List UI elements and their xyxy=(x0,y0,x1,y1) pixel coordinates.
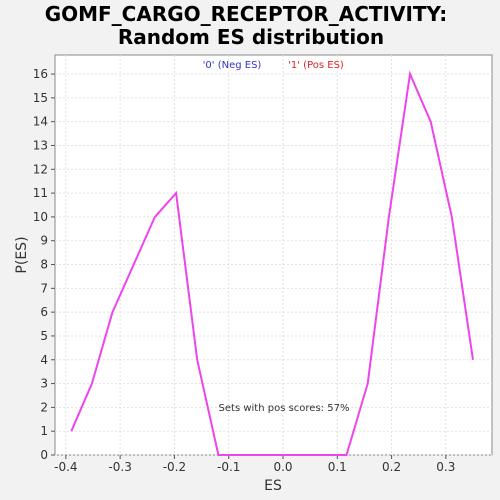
y-tick-label: 13 xyxy=(33,138,48,152)
y-tick-label: 4 xyxy=(40,353,48,367)
y-tick-label: 2 xyxy=(40,400,48,414)
es-distribution-line xyxy=(70,70,474,456)
y-tick-label: 7 xyxy=(40,281,48,295)
x-tick-label: -0.2 xyxy=(163,460,186,474)
x-tick-label: 0.0 xyxy=(273,460,292,474)
x-tick-label: -0.1 xyxy=(217,460,240,474)
x-axis-ticks: -0.4 -0.3 -0.2 -0.1 0.0 0.1 0.2 0.3 xyxy=(54,455,455,474)
y-tick-label: 15 xyxy=(33,91,48,105)
y-tick-label: 11 xyxy=(33,186,48,200)
y-tick-label: 5 xyxy=(40,329,48,343)
y-tick-label: 16 xyxy=(33,67,48,81)
x-tick-label: -0.3 xyxy=(108,460,131,474)
x-tick-label: 0.2 xyxy=(382,460,401,474)
y-tick-label: 6 xyxy=(40,305,48,319)
y-tick-label: 12 xyxy=(33,162,48,176)
series-layer xyxy=(70,70,474,456)
y-axis-label: P(ES) xyxy=(14,236,30,273)
y-tick-label: 1 xyxy=(40,424,48,438)
grid-lines xyxy=(55,55,492,456)
chart-title-line-1: GOMF_CARGO_RECEPTOR_ACTIVITY: xyxy=(45,2,448,26)
y-tick-label: 9 xyxy=(40,234,48,248)
x-tick-label: 0.3 xyxy=(436,460,455,474)
y-tick-label: 14 xyxy=(33,115,48,129)
legend-neg-es: '0' (Neg ES) xyxy=(203,60,262,71)
x-tick-label: 0.1 xyxy=(328,460,347,474)
y-tick-label: 10 xyxy=(33,210,48,224)
x-axis-label: ES xyxy=(264,478,282,494)
pos-scores-annotation: Sets with pos scores: 57% xyxy=(219,403,350,414)
y-tick-label: 3 xyxy=(40,377,48,391)
legend-pos-es: '1' (Pos ES) xyxy=(288,60,344,71)
x-tick-label: -0.4 xyxy=(54,460,77,474)
y-tick-label: 0 xyxy=(40,448,48,462)
chart-title-line-2: Random ES distribution xyxy=(118,25,384,49)
y-tick-label: 8 xyxy=(40,258,48,272)
